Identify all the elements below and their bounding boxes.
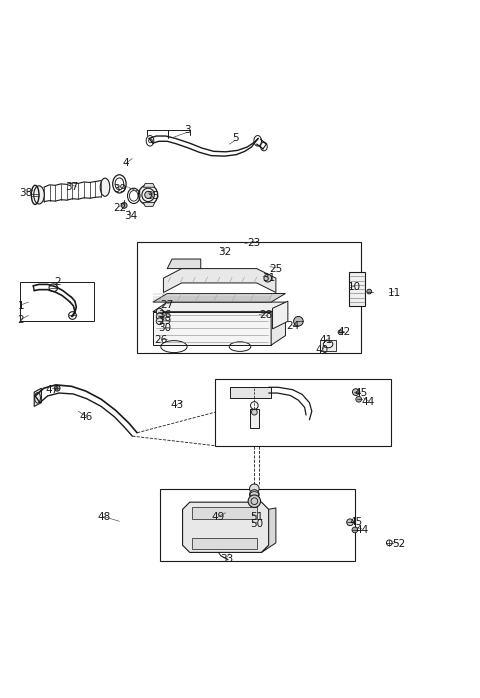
Bar [159,489,355,560]
Text: 33: 33 [220,554,233,563]
Polygon shape [153,302,286,312]
Bar [250,409,259,428]
Polygon shape [153,293,286,302]
Text: 41: 41 [320,335,333,346]
Polygon shape [273,301,288,329]
Text: 22: 22 [113,203,126,213]
Polygon shape [192,507,257,519]
Polygon shape [144,202,155,207]
Text: 5: 5 [232,133,239,143]
Text: 47: 47 [46,385,59,394]
Circle shape [54,385,60,391]
Circle shape [367,289,372,294]
Polygon shape [349,272,365,306]
Polygon shape [321,341,336,351]
Bar [20,282,94,321]
Text: 29: 29 [158,316,171,326]
Text: 43: 43 [170,401,183,410]
Polygon shape [163,269,276,292]
Text: 31: 31 [262,273,276,283]
Circle shape [338,330,343,334]
Polygon shape [153,312,271,346]
Text: 39: 39 [113,184,126,193]
Text: 44: 44 [361,396,375,407]
Text: 34: 34 [124,211,137,221]
Text: 50: 50 [250,519,264,528]
Circle shape [252,409,257,415]
Text: 48: 48 [97,512,110,523]
Polygon shape [182,502,269,552]
Text: 45: 45 [349,517,362,527]
Text: 1: 1 [17,301,24,311]
Ellipse shape [139,185,157,205]
Text: 3: 3 [184,125,191,135]
Text: 30: 30 [158,323,171,334]
Text: 24: 24 [286,321,299,331]
Text: 51: 51 [250,512,264,521]
Circle shape [156,318,163,325]
Text: 11: 11 [387,288,401,297]
Text: 52: 52 [392,540,406,549]
Ellipse shape [145,191,152,198]
Circle shape [250,490,259,499]
Circle shape [248,495,261,507]
Polygon shape [262,508,276,552]
Bar [137,242,361,352]
Text: 23: 23 [248,238,261,248]
Circle shape [352,527,358,533]
Text: 27: 27 [161,300,174,310]
Polygon shape [34,388,41,406]
Text: 2: 2 [17,315,24,325]
Circle shape [156,313,163,320]
Ellipse shape [34,186,44,204]
Text: 42: 42 [338,327,351,336]
Text: 36: 36 [158,309,171,320]
Circle shape [121,202,127,208]
Circle shape [294,316,303,326]
Text: 44: 44 [355,525,369,535]
Text: 32: 32 [218,247,231,258]
Text: 4: 4 [123,158,130,168]
Text: 37: 37 [65,182,78,192]
Text: 10: 10 [348,282,361,292]
Polygon shape [167,259,201,269]
Circle shape [156,309,163,315]
Text: 49: 49 [212,512,225,523]
Polygon shape [271,302,286,346]
Circle shape [356,396,361,402]
Circle shape [250,484,259,493]
Polygon shape [230,387,271,398]
Text: 38: 38 [19,188,32,198]
Circle shape [264,274,272,282]
Text: 45: 45 [354,388,367,398]
Text: 26: 26 [155,335,168,346]
Circle shape [352,389,359,396]
Text: 2: 2 [54,277,60,287]
Bar [215,379,391,446]
Circle shape [347,519,353,526]
Text: 46: 46 [79,412,93,422]
Ellipse shape [100,178,110,196]
Text: 40: 40 [316,345,329,355]
Text: 35: 35 [146,191,159,201]
Polygon shape [144,184,155,187]
Text: 28: 28 [260,309,273,320]
Polygon shape [192,538,257,549]
Text: 25: 25 [269,264,283,274]
